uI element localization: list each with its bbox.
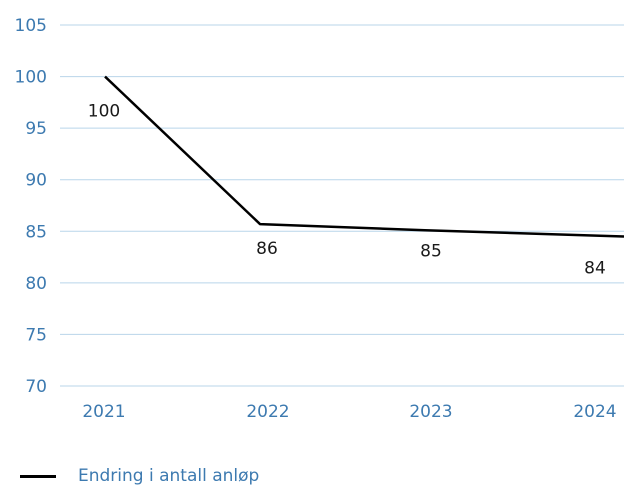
legend-swatch <box>20 474 56 478</box>
x-tick-label: 2021 <box>82 402 125 422</box>
series-line <box>104 75 624 238</box>
x-axis-ticks: 2021 2022 2023 2024 <box>82 402 616 422</box>
data-label: 84 <box>584 258 606 278</box>
legend-label: Endring i antall anløp <box>78 466 260 486</box>
y-tick-label: 90 <box>25 171 47 191</box>
y-axis-ticks: 105 100 95 90 85 80 75 70 <box>15 16 47 397</box>
data-labels: 100 86 85 84 <box>88 102 606 279</box>
x-tick-label: 2022 <box>246 402 289 422</box>
y-tick-label: 70 <box>25 377 47 397</box>
y-tick-label: 100 <box>15 68 47 88</box>
gridlines <box>60 24 624 387</box>
x-tick-label: 2023 <box>409 402 452 422</box>
y-tick-label: 85 <box>25 222 47 242</box>
data-label: 85 <box>420 241 442 261</box>
series-group <box>104 75 624 238</box>
data-label: 100 <box>88 102 120 122</box>
data-label: 86 <box>256 239 278 259</box>
x-tick-label: 2024 <box>573 402 616 422</box>
y-tick-label: 105 <box>15 16 47 36</box>
legend: Endring i antall anløp <box>20 466 259 486</box>
y-tick-label: 95 <box>25 119 47 139</box>
y-tick-label: 75 <box>25 325 47 345</box>
y-tick-label: 80 <box>25 274 47 294</box>
